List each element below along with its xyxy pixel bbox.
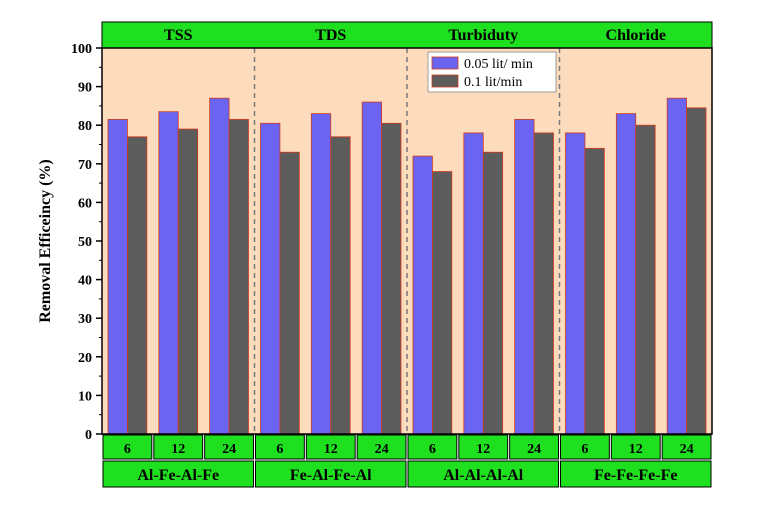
plot-frame	[101, 47, 713, 435]
category-label: 24	[222, 442, 236, 457]
category-cell	[153, 434, 204, 460]
bar-fe-fe-fe-fe-12-series2	[635, 124, 656, 435]
bar-al-fe-al-fe-24-series2	[228, 119, 249, 435]
panel-header-strip: TSS TDS Turbiduty Chloride	[101, 21, 713, 49]
bar-al-al-al-al-12-series1	[463, 132, 484, 435]
bar-fe-al-fe-al-12-series1	[310, 113, 332, 435]
category-cell	[356, 434, 407, 460]
panel-separators	[253, 48, 561, 434]
category-label: 12	[324, 442, 338, 457]
bar-al-al-al-al-24-series1	[514, 119, 535, 435]
bar-fe-al-fe-al-24-series1	[361, 101, 382, 435]
bar-al-al-al-al-12-series2	[482, 151, 504, 435]
bar-al-fe-al-fe-24-series1	[209, 97, 230, 435]
category-cell	[407, 434, 458, 460]
y-axis-label: Removal Efficeincy (%)	[37, 159, 54, 323]
bar-fe-al-fe-al-24-series2	[381, 122, 402, 435]
panel-title-tss: TSS	[164, 27, 193, 44]
category-cell	[102, 434, 153, 460]
legend-label-1: 0.05 lit/ min	[464, 57, 533, 72]
bar-al-al-al-al-6-series2	[432, 171, 453, 435]
bar-fe-fe-fe-fe-24-series1	[666, 97, 687, 435]
y-tick-label: 10	[78, 389, 92, 404]
group-label: Al-Fe-Al-Fe	[137, 467, 219, 484]
category-label: 6	[124, 442, 131, 457]
header-strip	[101, 21, 713, 49]
y-tick-label: 80	[78, 119, 92, 134]
y-tick-label: 100	[71, 42, 92, 57]
y-tick-label: 30	[78, 312, 92, 327]
bar-al-fe-al-fe-6-series1	[107, 119, 128, 435]
legend-label-2: 0.1 lit/min	[464, 75, 522, 90]
group-cell	[407, 460, 559, 488]
group-label: Al-Al-Al-Al	[443, 467, 524, 484]
bar-fe-fe-fe-fe-24-series2	[686, 107, 707, 435]
category-label: 24	[375, 442, 389, 457]
category-cell	[458, 434, 509, 460]
group-cell	[102, 460, 254, 488]
bar-al-fe-al-fe-6-series2	[127, 136, 148, 435]
category-cell	[661, 434, 712, 460]
category-label: 6	[581, 442, 588, 457]
category-cell	[305, 434, 356, 460]
category-label: 24	[527, 442, 541, 457]
legend: 0.05 lit/ min 0.1 lit/min	[427, 51, 557, 93]
y-tick-label: 40	[78, 274, 92, 289]
category-cell	[255, 434, 305, 460]
y-tick-label: 0	[85, 428, 92, 443]
bar-fe-fe-fe-fe-6-series2	[584, 147, 605, 435]
y-axis: 0 10 20 30 40 50 60 70 80 90 100	[71, 42, 102, 443]
legend-swatch-1	[431, 56, 459, 70]
category-label: 12	[171, 442, 185, 457]
bars	[107, 97, 707, 435]
panel-title-chloride: Chloride	[606, 27, 666, 44]
y-tick-label: 20	[78, 351, 92, 366]
category-cell	[560, 434, 610, 460]
group-label: Fe-Fe-Fe-Fe	[594, 467, 677, 484]
y-tick-label: 60	[78, 196, 92, 211]
group-cell	[255, 460, 407, 488]
y-tick-label: 90	[78, 81, 92, 96]
bar-al-fe-al-fe-12-series2	[177, 128, 199, 435]
category-label: 6	[429, 442, 436, 457]
category-cell	[509, 434, 559, 460]
y-tick-label: 50	[78, 235, 92, 250]
bar-al-al-al-al-6-series1	[412, 155, 433, 435]
bar-al-fe-al-fe-12-series1	[158, 111, 179, 435]
bar-fe-al-fe-al-6-series1	[260, 122, 281, 435]
group-label: Fe-Al-Fe-Al	[290, 467, 372, 484]
legend-swatch-2	[431, 74, 459, 88]
group-cell	[560, 460, 712, 488]
category-cell	[204, 434, 255, 460]
bar-fe-al-fe-al-12-series2	[330, 136, 351, 435]
category-label: 24	[680, 442, 694, 457]
category-label: 12	[629, 442, 643, 457]
bar-fe-fe-fe-fe-6-series1	[565, 132, 586, 435]
category-label: 12	[476, 442, 490, 457]
bar-al-al-al-al-24-series2	[533, 132, 554, 435]
category-label: 6	[276, 442, 283, 457]
bar-fe-fe-fe-fe-12-series1	[615, 113, 637, 435]
bar-fe-al-fe-al-6-series2	[279, 151, 300, 435]
panel-title-tds: TDS	[315, 27, 346, 44]
category-cell	[610, 434, 661, 460]
y-tick-label: 70	[78, 158, 92, 173]
panel-title-turbiduty: Turbiduty	[448, 27, 518, 44]
